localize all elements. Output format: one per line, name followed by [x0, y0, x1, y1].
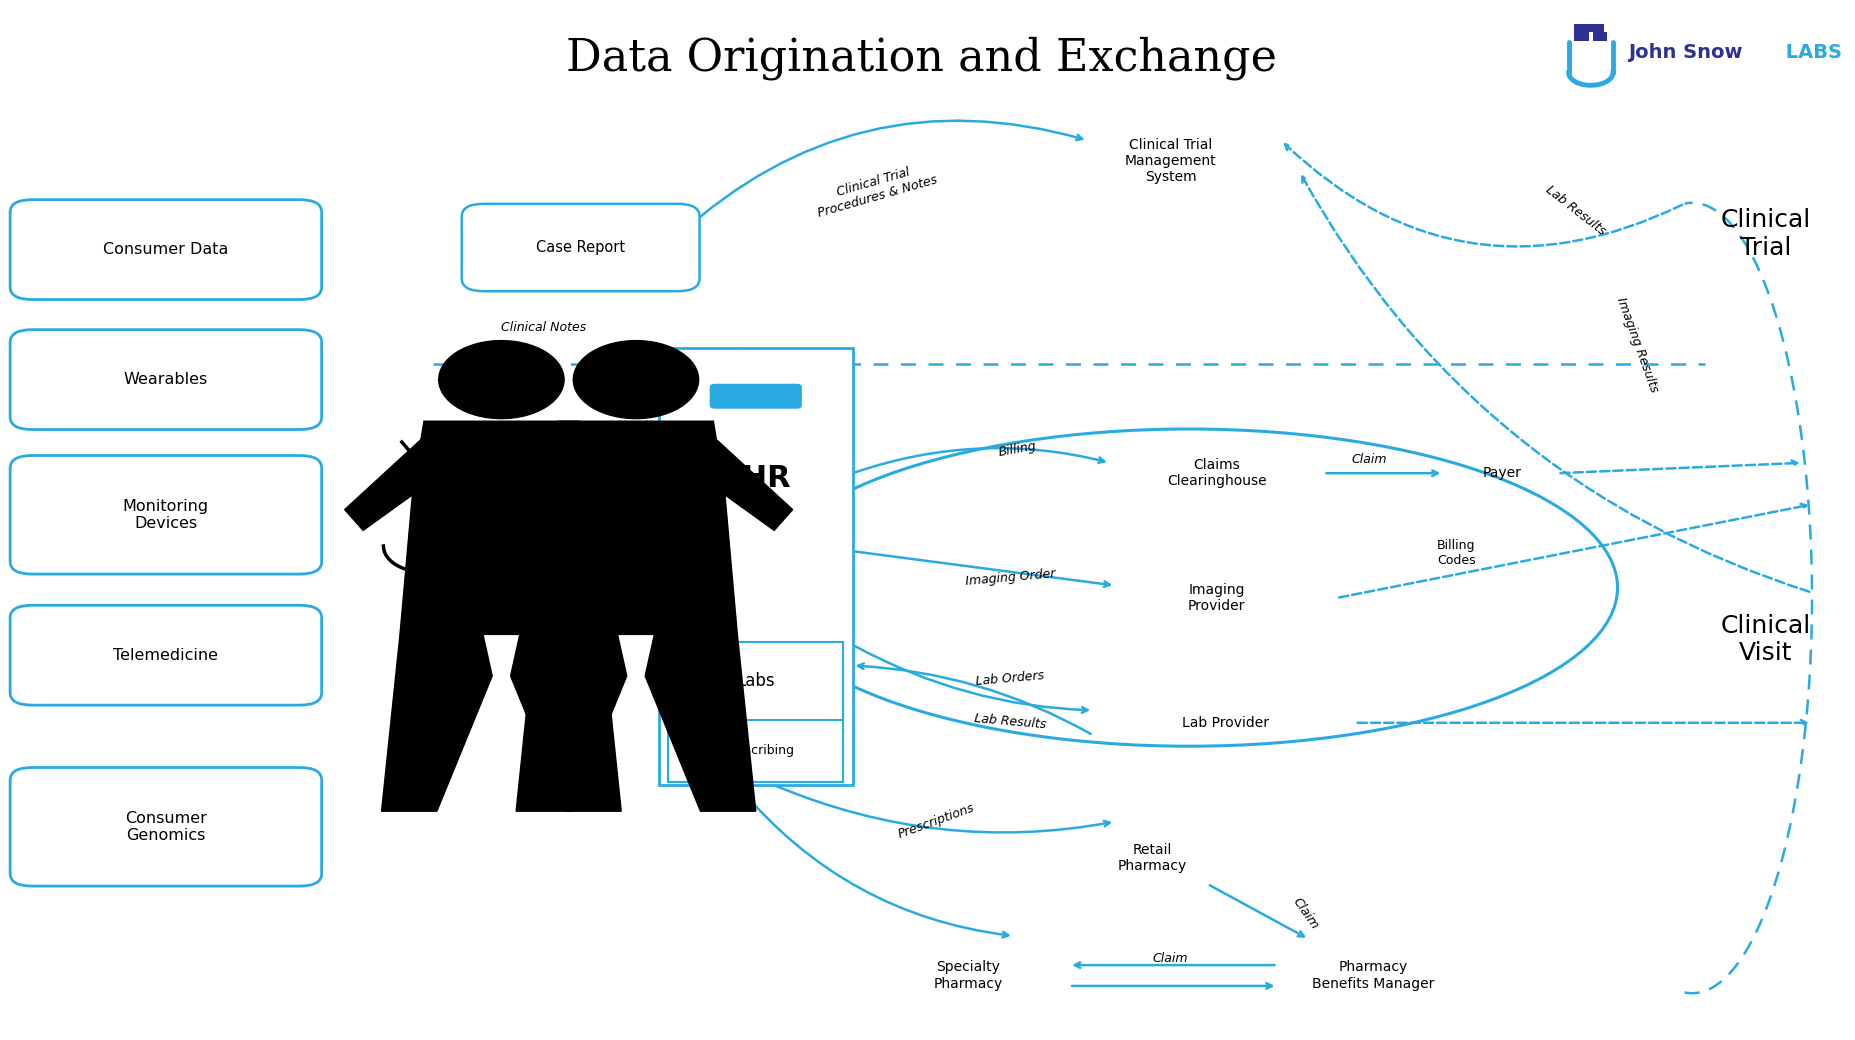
Text: Specialty
Pharmacy: Specialty Pharmacy [933, 960, 1002, 991]
FancyBboxPatch shape [709, 384, 801, 409]
Text: Data Origination and Exchange: Data Origination and Exchange [566, 36, 1276, 80]
Polygon shape [345, 437, 449, 530]
Text: Lab Orders: Lab Orders [976, 669, 1044, 687]
Text: Lab Provider: Lab Provider [1182, 716, 1269, 730]
Text: Clinical Notes: Clinical Notes [501, 321, 586, 334]
FancyBboxPatch shape [9, 768, 321, 886]
Text: Consumer
Genomics: Consumer Genomics [124, 810, 206, 843]
FancyBboxPatch shape [659, 348, 851, 785]
Text: Billing: Billing [996, 440, 1037, 459]
Text: Pharmacy
Benefits Manager: Pharmacy Benefits Manager [1311, 960, 1434, 991]
FancyBboxPatch shape [1592, 32, 1606, 41]
Polygon shape [479, 437, 584, 530]
FancyBboxPatch shape [9, 200, 321, 300]
FancyBboxPatch shape [462, 204, 699, 291]
Text: Lab Results: Lab Results [1543, 183, 1608, 237]
Text: EHR: EHR [720, 464, 790, 493]
Polygon shape [534, 421, 736, 634]
Polygon shape [516, 634, 627, 811]
Text: Imaging Order: Imaging Order [965, 567, 1055, 588]
Text: Retail
Pharmacy: Retail Pharmacy [1117, 842, 1185, 874]
FancyBboxPatch shape [1573, 24, 1588, 32]
Text: Wearables: Wearables [124, 372, 208, 387]
Text: Clinical
Visit: Clinical Visit [1720, 614, 1810, 666]
Ellipse shape [573, 341, 697, 419]
FancyBboxPatch shape [9, 456, 321, 574]
Text: Claim: Claim [1350, 453, 1386, 466]
Text: Consumer Data: Consumer Data [104, 242, 228, 257]
FancyBboxPatch shape [668, 642, 842, 721]
FancyBboxPatch shape [9, 605, 321, 705]
Text: John Snow: John Snow [1627, 43, 1742, 61]
Polygon shape [510, 634, 621, 811]
Polygon shape [382, 634, 492, 811]
Polygon shape [401, 421, 603, 634]
FancyBboxPatch shape [9, 330, 321, 430]
Text: Claim: Claim [1289, 894, 1321, 932]
Text: Imaging Results: Imaging Results [1612, 296, 1658, 394]
Text: LABS: LABS [1777, 43, 1840, 61]
Circle shape [441, 560, 486, 584]
Polygon shape [646, 634, 755, 811]
Text: Monitoring
Devices: Monitoring Devices [122, 498, 210, 531]
FancyBboxPatch shape [1588, 24, 1603, 32]
Text: Lab Results: Lab Results [974, 712, 1046, 731]
Text: Imaging
Provider: Imaging Provider [1187, 582, 1245, 614]
Text: Clinical Trial
Management
System: Clinical Trial Management System [1124, 138, 1215, 184]
Text: Claims
Clearinghouse: Claims Clearinghouse [1167, 458, 1265, 489]
Text: Billing
Codes: Billing Codes [1436, 540, 1475, 567]
Text: Labs: Labs [736, 672, 775, 691]
Polygon shape [553, 437, 659, 530]
Text: Payer: Payer [1482, 466, 1521, 480]
Ellipse shape [438, 341, 564, 419]
FancyBboxPatch shape [668, 720, 842, 782]
Text: Prescriptions: Prescriptions [896, 802, 976, 841]
Text: ePrescribing: ePrescribing [716, 745, 794, 757]
FancyBboxPatch shape [1573, 32, 1588, 41]
Text: Telemedicine: Telemedicine [113, 648, 219, 662]
Text: Clinical
Trial: Clinical Trial [1720, 208, 1810, 260]
Polygon shape [686, 437, 792, 530]
Text: Case Report: Case Report [536, 240, 625, 255]
Text: Clinical Trial
Procedures & Notes: Clinical Trial Procedures & Notes [812, 159, 939, 219]
Text: Claim: Claim [1152, 953, 1187, 965]
